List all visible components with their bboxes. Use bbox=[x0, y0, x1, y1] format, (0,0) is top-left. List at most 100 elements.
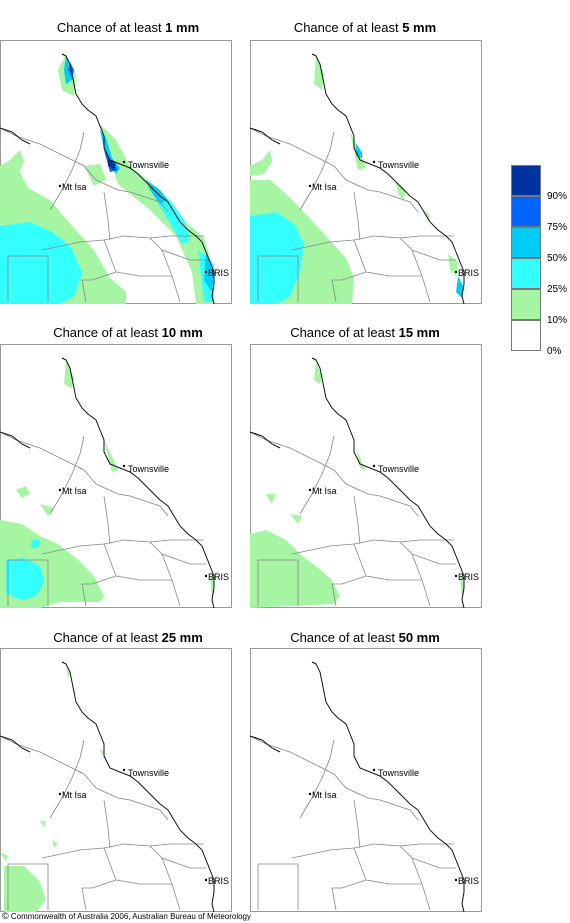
district-border bbox=[291, 235, 454, 251]
place-marker-mt_isa bbox=[308, 184, 312, 188]
district-border bbox=[41, 235, 204, 251]
probability-legend: 90% 75% 50% 25% 10% 0% bbox=[511, 165, 567, 357]
legend-label-75: 75% bbox=[547, 222, 568, 233]
probability-region-band_10 bbox=[16, 486, 30, 498]
district-border bbox=[353, 239, 367, 273]
district-border bbox=[341, 271, 367, 281]
place-label-townsville: Townsville bbox=[128, 464, 169, 474]
place-label-mt_isa: Mt Isa bbox=[62, 790, 87, 800]
district-border bbox=[299, 739, 335, 819]
probability-region-band_10 bbox=[314, 362, 322, 384]
district-border bbox=[291, 539, 454, 555]
district-border bbox=[115, 271, 172, 277]
probability-region-band_50 bbox=[100, 130, 120, 174]
map-svg: Townsville Mt Isa BRIS bbox=[0, 648, 232, 912]
district-border bbox=[149, 845, 206, 869]
place-marker-brisbane bbox=[454, 878, 458, 882]
probability-region-band_10 bbox=[356, 448, 366, 470]
place-label-townsville: Townsville bbox=[128, 160, 169, 170]
place-label-mt_isa: Mt Isa bbox=[62, 182, 87, 192]
panel-title-prefix: Chance of at least bbox=[53, 325, 162, 340]
probability-region-band_10 bbox=[66, 666, 70, 678]
probability-region-band_10 bbox=[460, 574, 464, 600]
panel-title-1mm: Chance of at least 1 mm bbox=[8, 20, 248, 35]
district-border bbox=[7, 255, 49, 302]
district-border bbox=[49, 131, 85, 211]
gulf-coastline bbox=[250, 735, 281, 753]
map-panel-25mm: Townsville Mt Isa BRIS bbox=[0, 648, 232, 912]
district-border bbox=[129, 191, 169, 213]
coastline bbox=[61, 53, 215, 304]
district-border bbox=[291, 843, 454, 859]
district-border bbox=[365, 271, 422, 277]
probability-region-band_25 bbox=[250, 212, 304, 304]
probability-region-band_10 bbox=[64, 360, 74, 388]
place-marker-brisbane bbox=[204, 574, 208, 578]
copyright-footer: © Commonwealth of Australia 2006, Austra… bbox=[2, 911, 251, 921]
district-border bbox=[103, 847, 117, 881]
district-border bbox=[353, 847, 367, 881]
panel-title-prefix: Chance of at least bbox=[290, 325, 399, 340]
district-border bbox=[103, 239, 117, 273]
probability-region-band_90 bbox=[108, 158, 116, 170]
district-border bbox=[341, 575, 367, 585]
place-marker-townsville bbox=[372, 464, 376, 468]
place-marker-brisbane bbox=[454, 574, 458, 578]
place-marker-mt_isa bbox=[308, 792, 312, 796]
district-border bbox=[115, 879, 172, 885]
district-border bbox=[299, 435, 335, 515]
probability-region-band_10 bbox=[0, 852, 8, 862]
coastline bbox=[61, 357, 215, 608]
probability-region-band_10 bbox=[100, 748, 104, 756]
probability-region-band_10 bbox=[250, 150, 272, 176]
probability-region-band_10 bbox=[84, 164, 106, 186]
place-marker-brisbane bbox=[204, 878, 208, 882]
map-svg: Townsville Mt Isa BRIS bbox=[0, 40, 232, 304]
panel-title-10mm: Chance of at least 10 mm bbox=[8, 325, 248, 340]
district-border bbox=[129, 799, 169, 821]
place-marker-mt_isa bbox=[58, 792, 62, 796]
map-panel-1mm: Townsville Mt Isa BRIS bbox=[0, 40, 232, 304]
district-border bbox=[41, 539, 204, 555]
district-border bbox=[49, 435, 85, 515]
probability-region-band_10 bbox=[448, 254, 458, 276]
probability-region-band_50 bbox=[456, 276, 464, 298]
panel-title-amount: 1 mm bbox=[165, 20, 200, 35]
district-border bbox=[379, 495, 419, 517]
district-border bbox=[41, 843, 204, 859]
legend-swatch-50 bbox=[511, 227, 541, 258]
probability-region-band_10 bbox=[396, 182, 406, 200]
probability-region-band_10 bbox=[250, 530, 340, 608]
map-frame bbox=[0, 648, 232, 912]
panel-title-amount: 25 mm bbox=[161, 630, 203, 645]
copyright-text: Commonwealth of Australia 2006, Australi… bbox=[8, 912, 251, 921]
panel-title-5mm: Chance of at least 5 mm bbox=[245, 20, 485, 35]
place-label-townsville: Townsville bbox=[128, 768, 169, 778]
legend-swatch-25 bbox=[511, 258, 541, 289]
district-border bbox=[365, 575, 422, 581]
coastline bbox=[311, 661, 465, 912]
district-border bbox=[331, 887, 342, 911]
district-border bbox=[81, 279, 92, 303]
district-border bbox=[0, 735, 131, 801]
gulf-coastline bbox=[0, 127, 31, 145]
district-border bbox=[0, 431, 131, 497]
district-border bbox=[91, 271, 117, 281]
legend-label-90: 90% bbox=[547, 191, 568, 202]
gulf-coastline bbox=[250, 127, 281, 145]
district-border bbox=[353, 543, 367, 577]
district-border bbox=[365, 879, 422, 885]
probability-region-band_10 bbox=[424, 208, 430, 222]
place-marker-brisbane bbox=[454, 270, 458, 274]
probability-region-band_10 bbox=[40, 820, 46, 828]
legend-label-0: 0% bbox=[547, 346, 562, 357]
place-marker-mt_isa bbox=[308, 488, 312, 492]
district-border bbox=[115, 575, 172, 581]
place-marker-mt_isa bbox=[58, 488, 62, 492]
district-border bbox=[49, 739, 85, 819]
district-border bbox=[379, 799, 419, 821]
place-marker-brisbane bbox=[204, 270, 208, 274]
map-panel-50mm: Townsville Mt Isa BRIS bbox=[250, 648, 482, 912]
probability-region-band_10 bbox=[290, 514, 302, 524]
district-border bbox=[353, 191, 361, 241]
